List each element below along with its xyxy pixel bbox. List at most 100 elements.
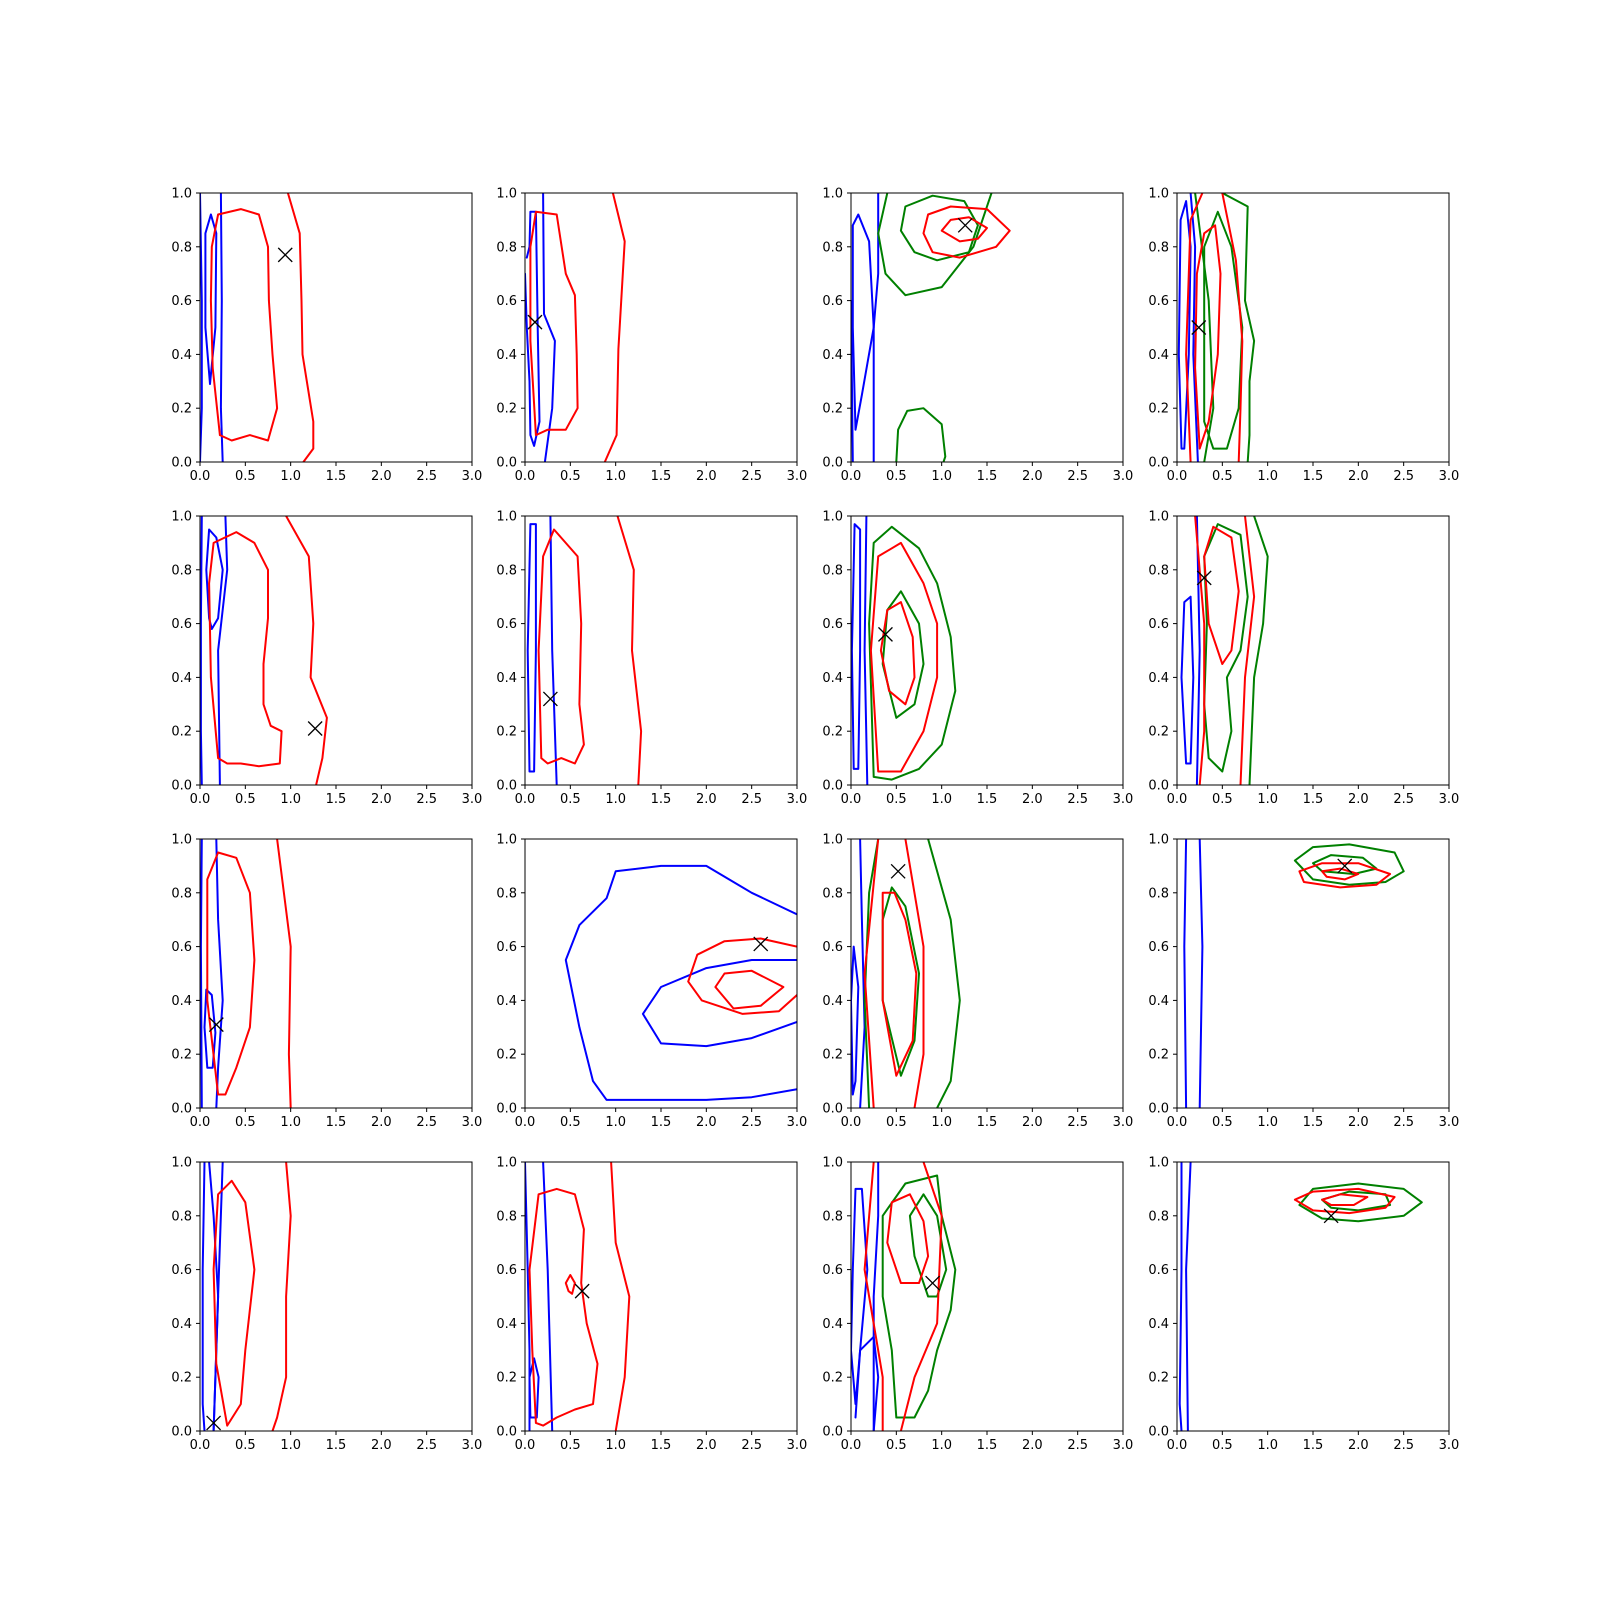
x-tick-label: 1.0	[280, 1115, 301, 1130]
contour-group	[851, 839, 961, 1108]
blue-contour-line	[851, 945, 860, 1096]
y-tick-label: 0.4	[496, 994, 517, 1009]
x-marker	[277, 247, 293, 263]
x-tick-label: 0.0	[515, 1438, 536, 1453]
y-tick-label: 0.0	[496, 1425, 517, 1440]
red-contour-line	[899, 1162, 943, 1431]
green-contour-line	[881, 590, 925, 719]
blue-contour-line	[200, 193, 203, 462]
y-tick-label: 1.0	[1148, 1156, 1169, 1171]
green-contour-line	[1248, 516, 1269, 785]
y-tick-label: 0.0	[171, 779, 192, 794]
x-tick-label: 1.5	[326, 469, 347, 484]
blue-contour-line	[200, 839, 203, 1108]
y-tick-label: 1.0	[171, 510, 192, 525]
x-tick-label: 3.0	[1439, 792, 1460, 807]
y-tick-label: 0.6	[822, 940, 843, 955]
green-contour-line	[1321, 1190, 1392, 1212]
x-tick-label: 0.5	[1212, 469, 1233, 484]
x-tick-label: 0.5	[886, 469, 907, 484]
axes-frame	[199, 192, 473, 463]
axes-frame	[199, 1161, 473, 1432]
x-tick-label: 2.0	[1348, 469, 1369, 484]
x-tick-label: 2.5	[1067, 1438, 1088, 1453]
y-tick-label: 0.6	[171, 617, 192, 632]
blue-contour-line	[212, 1162, 224, 1431]
contour-group	[201, 1162, 292, 1431]
blue-contour-line	[1183, 839, 1188, 1108]
y-tick-label: 0.0	[496, 1102, 517, 1117]
x-tick-label: 0.0	[190, 1115, 211, 1130]
axes-frame	[850, 838, 1124, 1109]
x-tick-label: 1.5	[977, 792, 998, 807]
x-tick-label: 1.5	[1303, 1115, 1324, 1130]
panel-r2c4: 0.0 0.5 1.0 1.5 2.0 2.5 3.0 0.0 0.2 0.4 0.6 0.8 1.0	[1148, 510, 1459, 808]
x-tick-label: 1.5	[326, 1115, 347, 1130]
x-tick-label: 0.0	[841, 1115, 862, 1130]
x-tick-label: 3.0	[1113, 469, 1134, 484]
y-tick-label: 0.4	[171, 671, 192, 686]
x-tick-label: 2.5	[416, 1115, 437, 1130]
y-tick-label: 0.2	[822, 725, 843, 740]
green-contour-line	[927, 839, 961, 1108]
red-contour-line	[208, 531, 283, 768]
x-tick-label: 2.5	[1393, 1438, 1414, 1453]
red-contour-line	[869, 541, 939, 773]
x-tick-label: 2.5	[741, 1438, 762, 1453]
red-contour-line	[1194, 516, 1206, 785]
blue-contour-line	[1189, 193, 1199, 462]
green-contour-line	[899, 194, 979, 262]
y-tick-label: 0.8	[1148, 886, 1169, 901]
blue-contour-line	[204, 213, 218, 385]
y-tick-label: 0.4	[496, 1317, 517, 1332]
y-tick-label: 0.8	[1148, 240, 1169, 255]
y-tick-label: 0.6	[822, 617, 843, 632]
contour-group	[851, 1162, 957, 1431]
y-tick-label: 1.0	[1148, 187, 1169, 202]
red-contour-line	[528, 1187, 599, 1427]
y-tick-label: 0.2	[496, 725, 517, 740]
x-tick-label: 2.5	[416, 792, 437, 807]
red-contour-line	[286, 193, 315, 462]
blue-contour-line	[542, 193, 556, 462]
red-contour-line	[206, 851, 256, 1096]
x-tick-label: 2.5	[1067, 792, 1088, 807]
y-tick-label: 0.4	[496, 348, 517, 363]
y-tick-label: 0.8	[1148, 1209, 1169, 1224]
axes-frame	[524, 515, 798, 786]
red-contour-line	[1321, 867, 1360, 881]
x-tick-label: 0.0	[515, 1115, 536, 1130]
blue-contour-line	[1195, 516, 1201, 785]
red-contour-line	[271, 1162, 292, 1431]
x-marker	[1191, 320, 1207, 335]
x-tick-label: 0.0	[841, 1438, 862, 1453]
x-tick-label: 2.0	[1348, 1115, 1369, 1130]
panel-r1c4: 0.0 0.5 1.0 1.5 2.0 2.5 3.0 0.0 0.2 0.4 0.6 0.8 1.0	[1148, 187, 1459, 485]
axes-frame	[524, 192, 798, 463]
y-tick-label: 1.0	[171, 1156, 192, 1171]
y-tick-label: 0.0	[822, 456, 843, 471]
y-tick-label: 0.8	[171, 563, 192, 578]
y-tick-label: 0.2	[496, 1048, 517, 1063]
y-tick-label: 0.2	[822, 1371, 843, 1386]
y-tick-label: 0.4	[1148, 1317, 1169, 1332]
x-marker	[753, 936, 769, 952]
x-marker	[542, 691, 558, 707]
red-contour-line	[603, 193, 626, 462]
y-tick-label: 0.6	[171, 940, 192, 955]
y-tick-label: 0.8	[496, 886, 517, 901]
blue-contour-line	[1178, 1162, 1183, 1431]
red-contour-line	[940, 216, 988, 243]
blue-contour-line	[872, 1162, 880, 1431]
contour-group	[1178, 1162, 1423, 1431]
y-tick-label: 0.0	[1148, 1102, 1169, 1117]
x-tick-label: 1.5	[651, 1115, 672, 1130]
red-contour-line	[1221, 193, 1244, 462]
x-marker	[925, 1275, 941, 1291]
x-tick-label: 3.0	[787, 469, 808, 484]
y-tick-label: 0.2	[171, 725, 192, 740]
y-tick-label: 0.8	[1148, 563, 1169, 578]
x-tick-label: 2.5	[741, 792, 762, 807]
y-tick-label: 0.6	[171, 1263, 192, 1278]
red-contour-line	[886, 1193, 930, 1284]
